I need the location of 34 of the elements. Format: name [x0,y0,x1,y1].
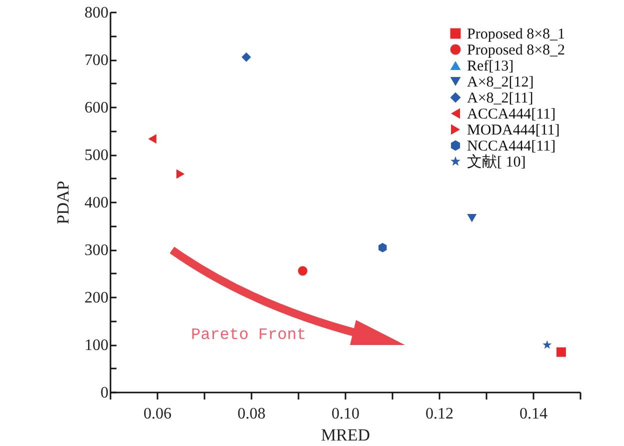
x-tick-label: 0.12 [426,406,454,422]
y-tick-label: 300 [84,242,108,259]
point [298,266,308,276]
legend-label: MODA444[11] [467,122,560,138]
x-tick-label: 0.06 [144,406,172,422]
y-tick-label: 100 [84,337,108,354]
y-tick-label: 0 [100,384,108,402]
y-tick-label: 500 [84,147,108,164]
legend-label: Proposed 8×8_2 [467,42,566,58]
x-tick-label: 0.14 [520,406,548,422]
legend-label: Proposed 8×8_1 [467,26,566,42]
point [556,347,566,357]
legend-label: A×8_2[12] [467,74,534,90]
point [542,340,552,349]
point [467,214,477,222]
y-axis-title: PDAP [54,180,72,224]
legend-label: A×8_2[11] [467,90,534,106]
x-axis-title: MRED [320,426,370,444]
annotation: Pareto Front [191,326,306,344]
x-tick-label: 0.10 [332,406,360,422]
x-tick-label: 0.08 [238,406,266,422]
legend-label: NCCA444[11] [467,138,556,154]
legend-label: ACCA444[11] [467,106,556,122]
y-tick-label: 700 [84,52,108,69]
y-tick-label: 800 [84,4,108,22]
legend-label: 文献[ 10] [467,154,526,170]
point [378,242,387,252]
point [242,52,252,62]
legend-label: Ref[13] [467,58,514,74]
y-tick-label: 600 [84,100,108,116]
y-tick-label: 400 [84,194,108,212]
point [148,134,156,144]
y-tick-label: 200 [84,290,108,306]
point [176,169,185,179]
